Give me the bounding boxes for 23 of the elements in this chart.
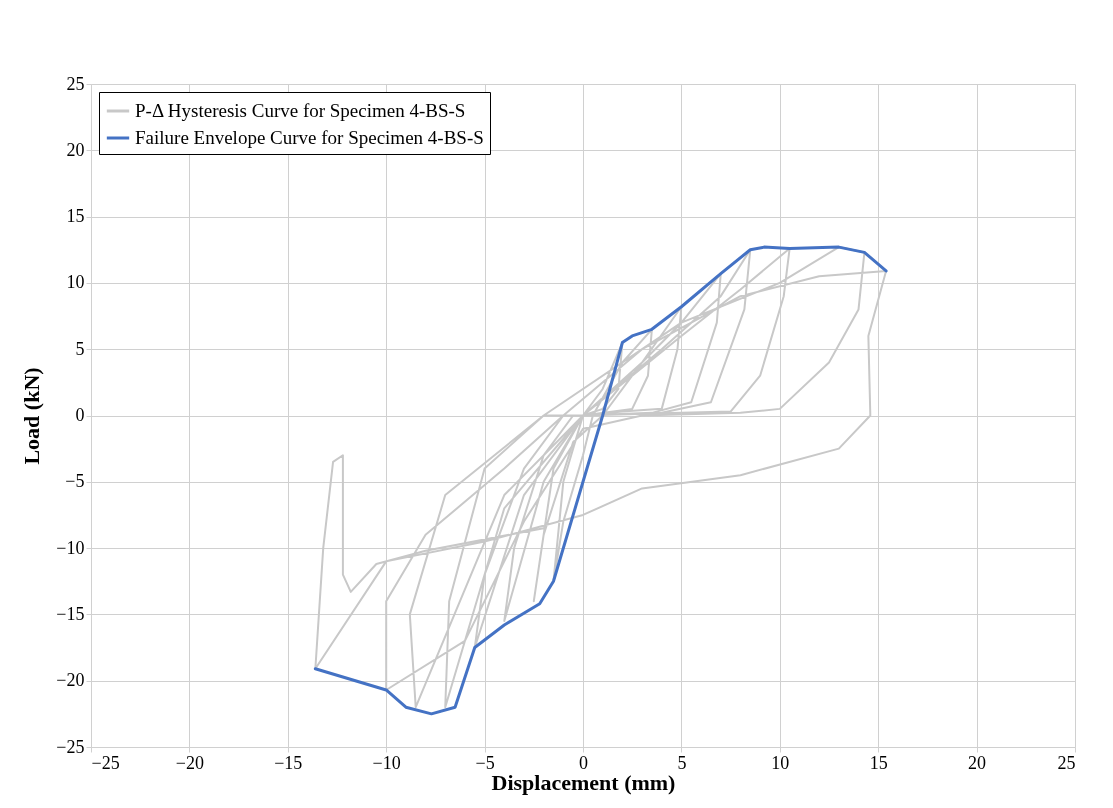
x-tick-label: 20 (968, 752, 987, 773)
x-tick-label: 10 (771, 752, 790, 773)
x-tick-label: −25 (91, 752, 120, 773)
y-axis-title: Load (kN) (19, 367, 45, 465)
x-tick-label: 25 (1057, 752, 1076, 773)
y-tick-label: −10 (56, 537, 85, 558)
y-tick-label: 20 (66, 139, 85, 160)
legend-label: P-Δ Hysteresis Curve for Specimen 4-BS-S (135, 100, 466, 121)
y-tick-label: 25 (66, 73, 85, 94)
y-tick-label: −20 (56, 670, 85, 691)
x-tick-label: 5 (677, 752, 687, 773)
x-tick-label: −10 (372, 752, 401, 773)
y-tick-label: −25 (56, 736, 85, 757)
y-tick-label: 5 (75, 338, 85, 359)
x-tick-label: 15 (869, 752, 888, 773)
y-tick-label: 10 (66, 272, 85, 293)
x-tick-label: −15 (274, 752, 303, 773)
x-tick-label: −20 (175, 752, 204, 773)
y-tick-label: 0 (75, 405, 85, 425)
y-tick-label: −15 (56, 603, 85, 624)
y-tick-label: 15 (66, 206, 85, 227)
y-tick-label: −5 (65, 471, 85, 492)
legend-label: Failure Envelope Curve for Specimen 4-BS-S (135, 127, 484, 148)
